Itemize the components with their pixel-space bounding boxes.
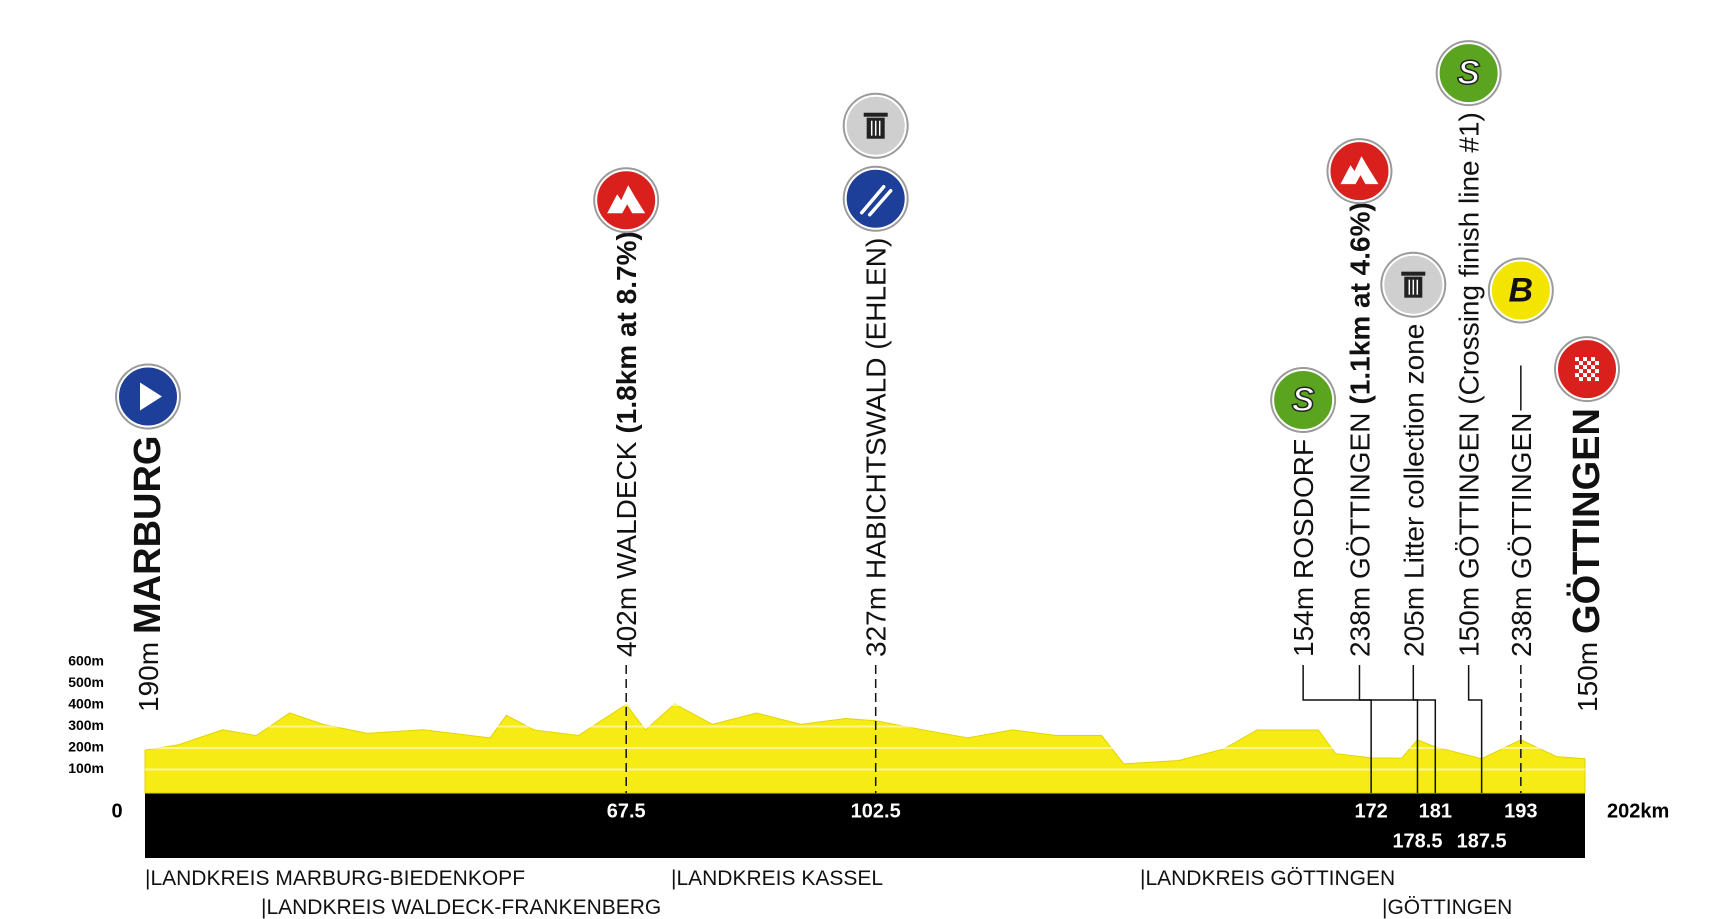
y-tick-label: 100m: [68, 760, 104, 776]
x-tick-label: 102.5: [851, 800, 901, 822]
icon-disc: [1272, 368, 1335, 431]
icon-glyph: [1587, 377, 1591, 382]
waypoint-name: HABICHTSWALD (EHLEN): [860, 238, 891, 579]
x-tick-label: 172: [1354, 800, 1387, 822]
waypoint-elevation: 205m: [1398, 587, 1429, 657]
icon-glyph: [1579, 369, 1583, 374]
waypoint-elevation: 190m: [133, 642, 164, 712]
icon-sprint: [1270, 366, 1337, 433]
y-tick-label: 600m: [68, 653, 104, 669]
waypoint-elevation: 150m: [1453, 587, 1484, 657]
waypoint-label: 154m ROSDORF: [1288, 439, 1319, 657]
icon-letter: S: [1292, 381, 1315, 419]
waypoint-label: 402m WALDECK (1.8km at 8.7%): [611, 231, 642, 657]
waypoint-label: 327m HABICHTSWALD (EHLEN): [860, 238, 891, 657]
icon-letter: B: [1509, 271, 1534, 309]
waypoint-name: GÖTTINGEN: [1505, 413, 1536, 579]
y-tick-label: 500m: [68, 674, 104, 690]
icon-glyph: [140, 382, 162, 411]
leader-line: [1358, 665, 1419, 793]
waypoint-label: 150m GÖTTINGEN: [1565, 408, 1608, 712]
icon-disc: [1489, 259, 1552, 322]
waypoint-elevation: 327m: [860, 587, 891, 657]
waypoint-name: WALDECK: [611, 441, 642, 579]
icon-glyph: [1579, 361, 1583, 366]
icon-glyph: [1595, 369, 1599, 374]
leader-line: [1467, 665, 1483, 793]
y-tick-label: 200m: [68, 739, 104, 755]
icon-glyph: [859, 184, 886, 215]
icon-glyph: [1575, 365, 1579, 370]
waypoint-elevation: 150m: [1572, 642, 1603, 712]
icon-glyph: [1583, 357, 1587, 362]
x-tick-label: 67.5: [607, 800, 646, 822]
icon-glyph: [867, 188, 893, 217]
icon-glyph: [863, 112, 888, 117]
icon-glyph: [1340, 156, 1379, 185]
waypoint-name: GÖTTINGEN (Crossing finish line #1): [1453, 112, 1484, 579]
icon-litter: [842, 92, 909, 159]
icon-letter: S: [1457, 54, 1480, 92]
icon-sprint: [1435, 40, 1502, 107]
icon-glyph: [1591, 373, 1595, 378]
waypoint-name: GÖTTINGEN: [1565, 408, 1608, 634]
waypoint-elevation: 402m: [611, 587, 642, 657]
region-label: |GÖTTINGEN: [1382, 896, 1512, 919]
icon-glyph: [1595, 361, 1599, 366]
x-tick-label: 187.5: [1457, 830, 1507, 852]
icon-mountain: [1326, 138, 1393, 205]
icon-start: [115, 363, 181, 430]
icon-litter: [1380, 251, 1447, 318]
waypoint-label: 150m GÖTTINGEN (Crossing finish line #1): [1453, 112, 1484, 657]
icon-bonus: [1487, 257, 1554, 324]
icon-glyph: [1575, 357, 1579, 362]
region-label: |LANDKREIS KASSEL: [671, 867, 883, 890]
waypoint-name: GÖTTINGEN: [1344, 413, 1375, 579]
waypoint-label: 190m MARBURG: [127, 436, 169, 712]
x-tick-label: 178.5: [1392, 830, 1442, 852]
waypoint-detail: (1.8km at 8.7%): [611, 231, 642, 433]
waypoint-elevation: 238m: [1505, 587, 1536, 657]
leader-line: [1412, 665, 1437, 793]
region-label: |LANDKREIS MARBURG-BIEDENKOPF: [145, 867, 525, 890]
region-label: |LANDKREIS GÖTTINGEN: [1140, 867, 1395, 890]
icon-glyph: [1587, 361, 1591, 366]
x-tick-label: 202km: [1607, 800, 1669, 822]
icon-disc: [1437, 42, 1500, 105]
x-tick-label: 193: [1504, 800, 1537, 822]
icon-glyph: [607, 185, 646, 214]
icon-glyph: [1579, 377, 1583, 382]
leader-line: [1302, 665, 1372, 793]
y-tick-label: 400m: [68, 696, 104, 712]
icon-glyph: [1587, 369, 1591, 374]
waypoint-label: 205m Litter collection zone: [1398, 324, 1429, 657]
waypoint-label: 238m GÖTTINGEN: [1505, 413, 1536, 658]
icon-glyph: [1591, 365, 1595, 370]
y-tick-label: 300m: [68, 717, 104, 733]
waypoint-detail: (1.1km at 4.6%): [1344, 202, 1375, 404]
icon-glyph: [1595, 377, 1599, 382]
distance-bar: [145, 793, 1585, 858]
waypoint-elevation: 238m: [1344, 587, 1375, 657]
icon-finish: [1554, 336, 1620, 403]
icon-glyph: [1591, 357, 1595, 362]
icon-mountain: [593, 167, 660, 234]
icon-glyph: [1583, 365, 1587, 370]
icon-food: [842, 165, 909, 232]
waypoint-name: MARBURG: [127, 436, 169, 634]
waypoint-elevation: 154m: [1288, 587, 1319, 657]
x-tick-label: 0: [111, 800, 122, 822]
icon-glyph: [1401, 271, 1426, 276]
icon-glyph: [1583, 373, 1587, 378]
x-tick-label: 181: [1419, 800, 1452, 822]
waypoint-label: 238m GÖTTINGEN (1.1km at 4.6%): [1344, 202, 1375, 657]
icon-glyph: [1575, 373, 1579, 378]
waypoint-name: Litter collection zone: [1398, 324, 1429, 579]
waypoint-name: ROSDORF: [1288, 439, 1319, 579]
region-label: |LANDKREIS WALDECK-FRANKENBERG: [261, 896, 661, 919]
